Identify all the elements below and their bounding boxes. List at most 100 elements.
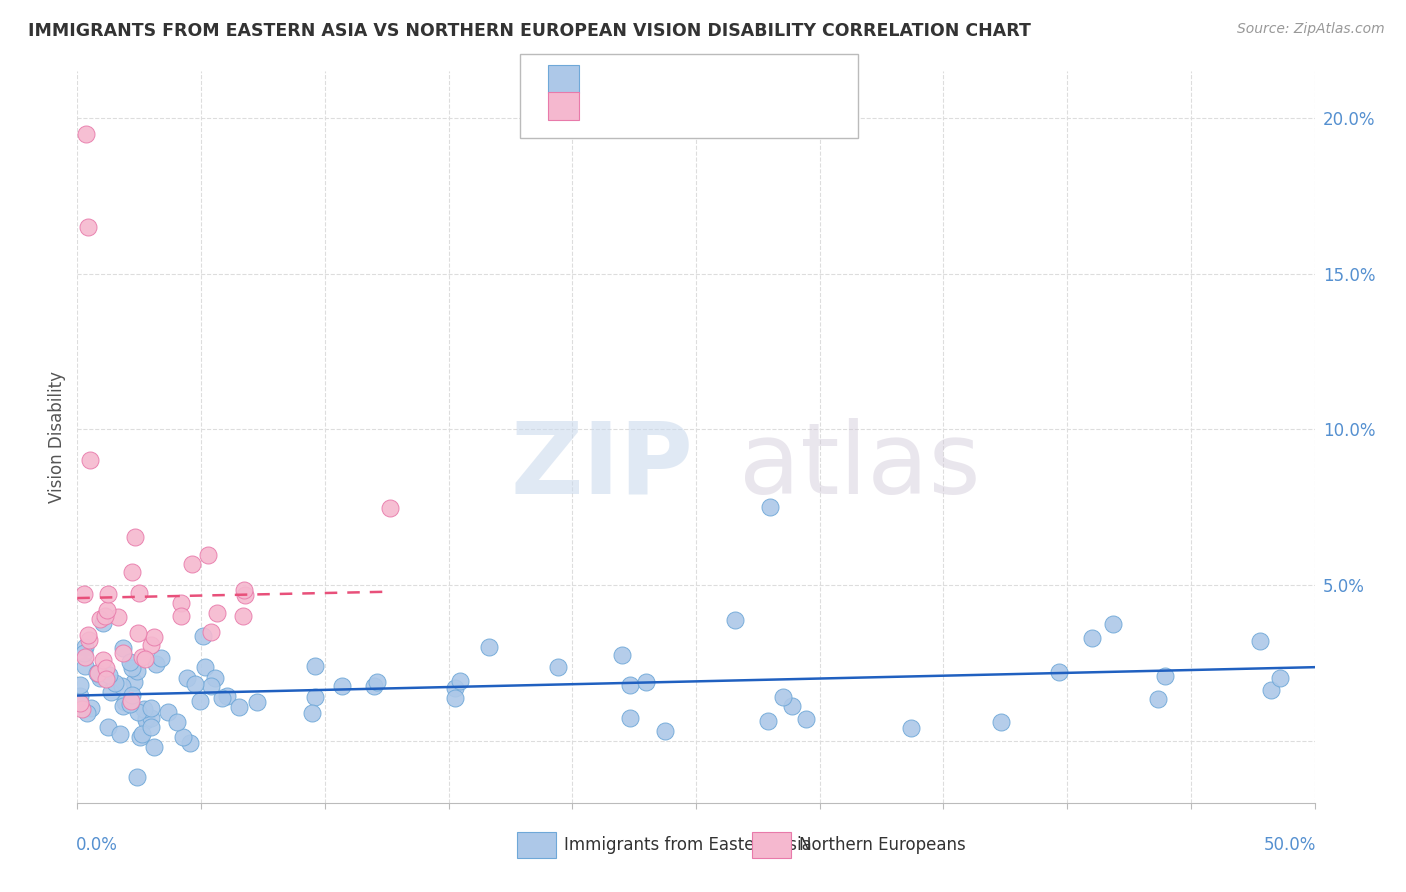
Point bbox=[69, 678, 91, 692]
Point bbox=[232, 608, 254, 623]
Point bbox=[188, 694, 211, 708]
Point bbox=[96, 661, 118, 675]
Point bbox=[150, 651, 173, 665]
Point bbox=[170, 596, 193, 610]
Point bbox=[211, 691, 233, 706]
Point bbox=[98, 668, 121, 682]
Point bbox=[233, 583, 256, 598]
Point bbox=[73, 658, 96, 673]
Text: Source: ZipAtlas.com: Source: ZipAtlas.com bbox=[1237, 22, 1385, 37]
Point bbox=[100, 685, 122, 699]
Point bbox=[91, 615, 114, 630]
Point bbox=[121, 566, 143, 580]
Point bbox=[135, 711, 157, 725]
Point bbox=[179, 736, 201, 750]
Point bbox=[80, 701, 103, 715]
Text: atlas: atlas bbox=[740, 417, 981, 515]
Point bbox=[217, 689, 239, 703]
Point bbox=[724, 613, 747, 627]
Point bbox=[1153, 669, 1175, 683]
Point bbox=[200, 624, 222, 639]
Point bbox=[759, 500, 782, 515]
Point bbox=[1081, 632, 1104, 646]
Point bbox=[204, 671, 226, 685]
Point bbox=[1268, 671, 1291, 685]
Point bbox=[111, 679, 134, 693]
Point bbox=[619, 678, 641, 692]
Point bbox=[76, 706, 98, 720]
Point bbox=[304, 658, 326, 673]
Point bbox=[619, 711, 641, 725]
Point bbox=[97, 587, 120, 601]
Point bbox=[782, 699, 804, 714]
Point bbox=[478, 640, 501, 654]
Point bbox=[128, 586, 150, 600]
Point bbox=[121, 688, 143, 702]
Point bbox=[304, 690, 326, 704]
Point bbox=[444, 681, 467, 695]
Point bbox=[94, 672, 117, 686]
Text: ZIP: ZIP bbox=[510, 417, 693, 515]
Point bbox=[443, 691, 465, 706]
Point bbox=[794, 712, 817, 726]
Point bbox=[135, 714, 157, 728]
Point bbox=[112, 640, 135, 655]
Point bbox=[127, 625, 149, 640]
Point bbox=[193, 660, 215, 674]
Text: Immigrants from Eastern Asia: Immigrants from Eastern Asia bbox=[564, 836, 811, 855]
Point bbox=[1249, 634, 1271, 648]
Point bbox=[145, 657, 167, 672]
Text: R = 0.353   N = 38: R = 0.353 N = 38 bbox=[588, 101, 758, 119]
Point bbox=[69, 689, 91, 703]
Point bbox=[143, 630, 166, 644]
Point bbox=[330, 679, 353, 693]
Text: 50.0%: 50.0% bbox=[1264, 836, 1316, 855]
Point bbox=[75, 640, 97, 654]
Point bbox=[79, 453, 101, 467]
Point bbox=[125, 664, 148, 678]
Point bbox=[301, 706, 323, 720]
Point bbox=[205, 606, 228, 620]
Point bbox=[449, 674, 471, 689]
Point bbox=[1260, 682, 1282, 697]
Y-axis label: Vision Disability: Vision Disability bbox=[48, 371, 66, 503]
Point bbox=[104, 676, 127, 690]
FancyBboxPatch shape bbox=[752, 832, 792, 858]
Point bbox=[366, 674, 388, 689]
Point bbox=[1047, 665, 1070, 679]
Point bbox=[139, 711, 162, 725]
Point bbox=[90, 669, 112, 683]
Point bbox=[120, 698, 142, 712]
Point bbox=[86, 666, 108, 681]
Text: R = 0.094   N = 86: R = 0.094 N = 86 bbox=[588, 74, 758, 92]
Point bbox=[134, 702, 156, 716]
Point bbox=[110, 726, 132, 740]
Point bbox=[131, 726, 153, 740]
Point bbox=[97, 720, 120, 734]
Point bbox=[91, 653, 114, 667]
Point bbox=[75, 127, 97, 141]
Point bbox=[610, 648, 633, 662]
Point bbox=[124, 531, 146, 545]
Point bbox=[72, 587, 94, 601]
Point bbox=[114, 695, 136, 709]
Point bbox=[180, 557, 202, 571]
Point bbox=[76, 219, 98, 234]
Text: 0.0%: 0.0% bbox=[76, 836, 118, 855]
Point bbox=[87, 666, 110, 681]
Point bbox=[176, 671, 198, 685]
Point bbox=[75, 649, 97, 664]
Point bbox=[131, 649, 153, 664]
Point bbox=[756, 714, 779, 728]
FancyBboxPatch shape bbox=[516, 832, 557, 858]
Point bbox=[547, 660, 569, 674]
Point bbox=[120, 694, 142, 708]
Point bbox=[89, 612, 111, 626]
Point bbox=[94, 609, 117, 624]
Text: IMMIGRANTS FROM EASTERN ASIA VS NORTHERN EUROPEAN VISION DISABILITY CORRELATION : IMMIGRANTS FROM EASTERN ASIA VS NORTHERN… bbox=[28, 22, 1031, 40]
Point bbox=[112, 698, 135, 713]
Point bbox=[125, 770, 148, 784]
Point bbox=[246, 696, 269, 710]
Point bbox=[380, 500, 402, 515]
Point bbox=[228, 700, 250, 714]
